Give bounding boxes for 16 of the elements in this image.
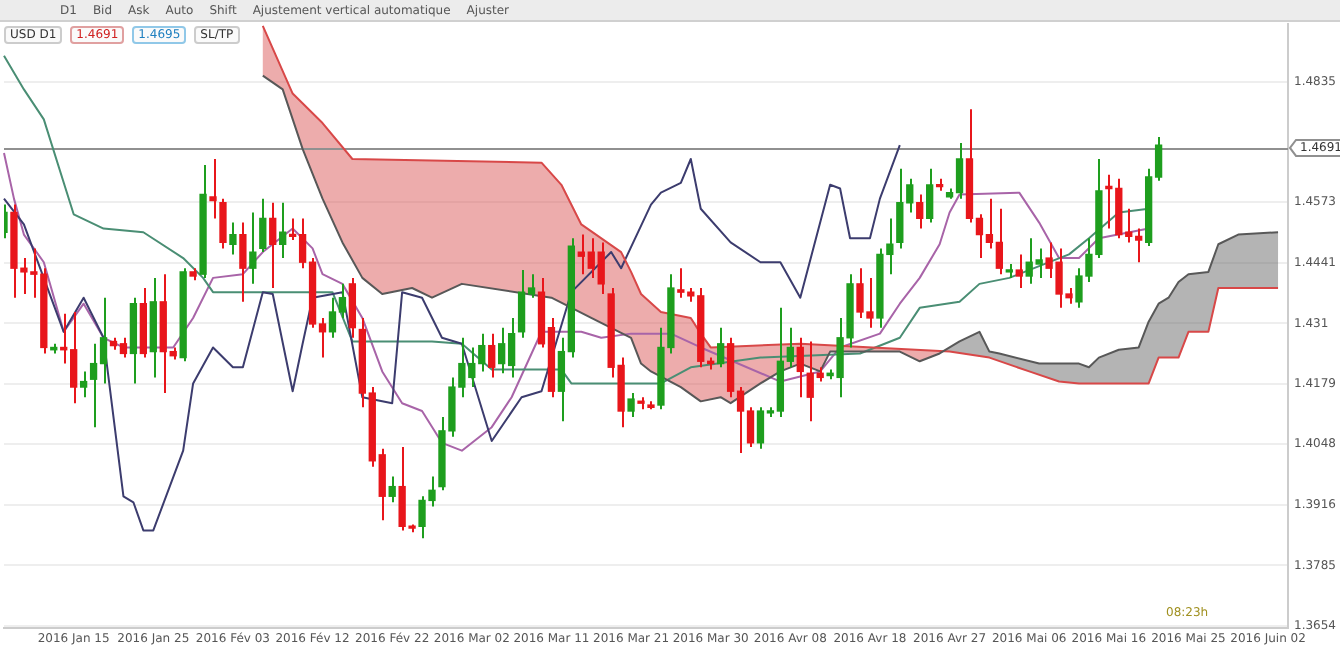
- candlestick: [269, 201, 277, 290]
- candlestick: [79, 370, 88, 399]
- candlestick: [627, 392, 635, 419]
- candlestick: [279, 201, 287, 260]
- candlestick: [239, 221, 247, 303]
- candlestick: [488, 332, 496, 379]
- candlestick: [926, 167, 934, 224]
- candlestick: [229, 221, 237, 256]
- candlestick: [388, 475, 396, 504]
- candlestick: [259, 197, 267, 254]
- candlestick: [249, 211, 257, 285]
- candlestick: [1015, 253, 1023, 290]
- candlestick: [716, 326, 725, 369]
- candlestick: [796, 336, 804, 399]
- candlestick: [348, 276, 357, 339]
- candlestick: [916, 193, 924, 230]
